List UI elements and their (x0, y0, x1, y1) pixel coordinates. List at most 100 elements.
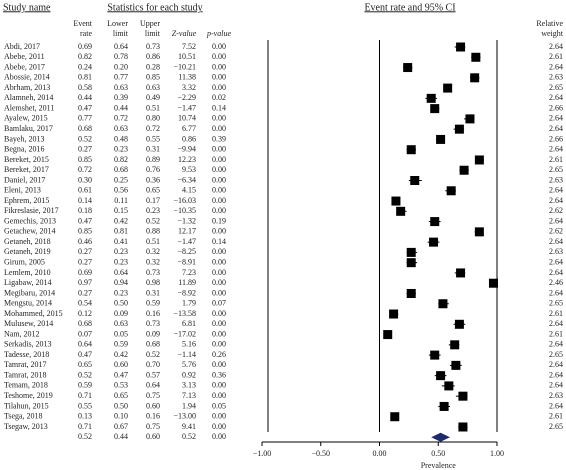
cell: 0.97 (78, 278, 92, 287)
point-estimate (459, 165, 469, 175)
cell: 0.00 (212, 319, 226, 328)
x-tick-label: −0.50 (311, 449, 330, 458)
point-estimate (410, 176, 420, 186)
cell: 11.89 (178, 278, 196, 287)
study-name: Lemlem, 2010 (4, 268, 51, 277)
cell: 2.64 (549, 114, 563, 123)
cell: 2.63 (549, 175, 563, 184)
study-name: Abebe, 2017 (4, 62, 45, 71)
study-name: Ligabaw, 2014 (4, 278, 51, 287)
cell: 0.16 (146, 309, 160, 318)
cell: 2.62 (549, 206, 563, 215)
cell: 0.63 (146, 83, 160, 92)
point-estimate (456, 42, 466, 52)
cell: 0.05 (212, 401, 226, 410)
cell: 0.42 (114, 350, 128, 359)
cell: 0.14 (212, 237, 226, 246)
cell: 0.00 (212, 247, 226, 256)
cell: 0.53 (114, 381, 128, 390)
cell: 0.49 (146, 93, 160, 102)
study-name: Alamneh, 2014 (4, 93, 53, 102)
cell: 0.00 (212, 278, 226, 287)
cell: 0.39 (114, 93, 128, 102)
cell: 0.64 (114, 268, 128, 277)
cell: 0.67 (114, 422, 128, 431)
cell: 2.64 (549, 319, 563, 328)
study-name: Mulusew, 2014 (4, 319, 53, 328)
cell: 2.64 (549, 196, 563, 205)
cell: 7.23 (182, 268, 196, 277)
cell: 0.64 (114, 42, 128, 51)
cell: 0.55 (146, 134, 160, 143)
cell: 0.65 (146, 186, 160, 195)
column-header: p-value (206, 29, 231, 38)
cell: 0.47 (78, 103, 92, 112)
study-name: Alemshet, 2011 (4, 103, 54, 112)
cell: −10.21 (173, 62, 196, 71)
cell: 0.92 (182, 370, 196, 379)
study-name: Fikreslasie, 2017 (4, 206, 59, 215)
summary-cell: 0.52 (182, 432, 196, 441)
cell: 2.64 (549, 124, 563, 133)
cell: 0.73 (146, 42, 160, 51)
cell: 0.72 (78, 165, 92, 174)
column-header: Z-value (172, 29, 197, 38)
study-name: Tsega, 2018 (4, 412, 43, 421)
cell: 0.82 (78, 52, 92, 61)
study-name: Abebe, 2011 (4, 52, 45, 61)
point-estimate (438, 299, 448, 309)
x-tick-label: −1.00 (253, 449, 272, 458)
cell: 0.19 (212, 216, 226, 225)
cell: 0.69 (78, 42, 92, 51)
cell: 0.44 (78, 93, 92, 102)
cell: 2.64 (549, 268, 563, 277)
cell: 0.23 (114, 247, 128, 256)
point-estimate (446, 186, 456, 196)
cell: 0.36 (146, 175, 160, 184)
cell: 2.65 (549, 422, 563, 431)
cell: 2.66 (549, 103, 563, 112)
cell: 0.82 (114, 155, 128, 164)
cell: 0.47 (78, 350, 92, 359)
cell: 0.76 (146, 165, 160, 174)
cell: 12.17 (178, 227, 196, 236)
point-estimate (470, 73, 480, 83)
cell: 0.68 (146, 340, 160, 349)
cell: 0.72 (146, 124, 160, 133)
cell: 7.13 (182, 391, 196, 400)
stats-header: Statistics for each study (107, 2, 202, 13)
cell: 2.64 (549, 340, 563, 349)
x-tick-label: 0.50 (431, 449, 445, 458)
point-estimate (406, 288, 416, 298)
column-header: limit (113, 29, 129, 38)
cell: 0.02 (212, 93, 226, 102)
cell: 0.68 (114, 165, 128, 174)
cell: 0.00 (212, 165, 226, 174)
point-estimate (430, 217, 440, 227)
cell: 0.46 (78, 237, 92, 246)
cell: 0.68 (78, 124, 92, 133)
point-estimate (474, 227, 484, 237)
point-estimate (406, 258, 416, 268)
point-estimate (389, 309, 399, 319)
point-estimate (406, 247, 416, 257)
cell: 0.12 (78, 309, 92, 318)
point-estimate (454, 319, 464, 329)
point-estimate (465, 114, 475, 124)
cell: 0.86 (146, 52, 160, 61)
point-estimate (443, 83, 453, 93)
study-name: Getaneh, 2019 (4, 247, 51, 256)
point-estimate (390, 412, 400, 422)
cell: 0.75 (146, 422, 160, 431)
cell: 2.46 (549, 278, 563, 287)
cell: −2.29 (177, 93, 196, 102)
cell: 0.63 (114, 319, 128, 328)
cell: 0.27 (78, 257, 92, 266)
cell: 0.69 (78, 268, 92, 277)
cell: −17.02 (173, 329, 196, 338)
study-name: Megibaru, 2014 (4, 288, 55, 297)
cell: 0.63 (114, 83, 128, 92)
cell: 2.64 (549, 42, 563, 51)
cell: 0.77 (114, 73, 128, 82)
study-name: Serkadis, 2013 (4, 340, 52, 349)
